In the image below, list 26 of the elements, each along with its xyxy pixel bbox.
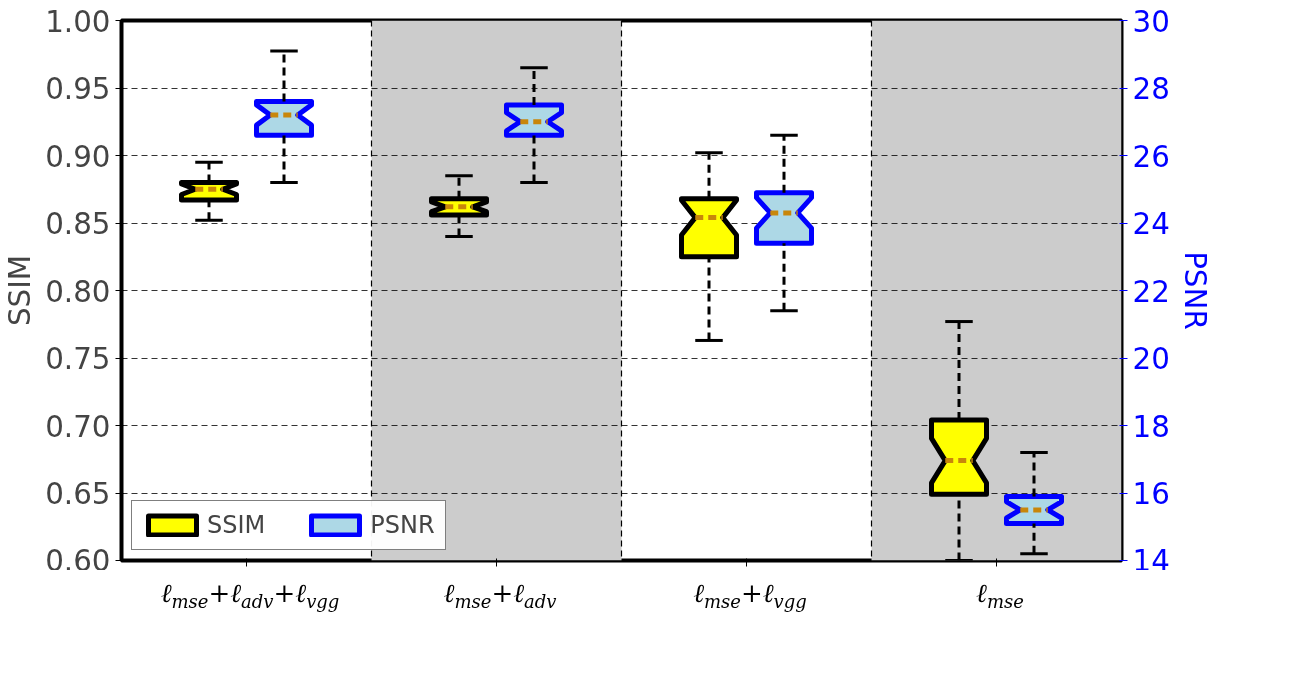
y-tick-label: 0.70 — [45, 409, 111, 444]
legend-label: SSIM — [207, 511, 266, 539]
y-tick-label: 0.85 — [45, 207, 111, 241]
y2-tick-label: 26 — [1132, 139, 1170, 174]
y2-axis-title: PSNR — [1177, 251, 1212, 330]
y-tick-label: 0.80 — [45, 274, 111, 309]
y-tick-label: 0.75 — [45, 342, 111, 376]
y2-tick-label: 18 — [1132, 409, 1170, 444]
y-tick-label: 1.00 — [45, 4, 111, 39]
x-tick-label: ℓ$_{mse}$ — [976, 577, 1024, 615]
y-tick-label: 0.60 — [45, 543, 111, 578]
x-tick-label: ℓ$_{mse}$+ℓ$_{adv}$ — [443, 577, 557, 615]
x-tick-label: ℓ$_{mse}$+ℓ$_{adv}$+ℓ$_{vgg}$ — [160, 577, 340, 615]
y2-tick-label: 14 — [1132, 543, 1170, 578]
legend-label: PSNR — [370, 511, 435, 539]
x-tick-label: ℓ$_{mse}$+ℓ$_{vgg}$ — [693, 577, 807, 615]
y2-tick-label: 28 — [1132, 72, 1170, 106]
y-tick-label: 0.95 — [45, 72, 111, 106]
y2-tick-label: 20 — [1132, 342, 1170, 376]
y-tick-label: 0.65 — [45, 477, 111, 511]
y2-tick-label: 30 — [1132, 4, 1170, 39]
y2-tick-label: 16 — [1132, 477, 1170, 511]
y-tick-label: 0.90 — [45, 139, 111, 174]
y-axis-title: SSIM — [3, 254, 38, 327]
y2-tick-label: 22 — [1132, 274, 1170, 309]
y2-tick-label: 24 — [1132, 207, 1170, 241]
